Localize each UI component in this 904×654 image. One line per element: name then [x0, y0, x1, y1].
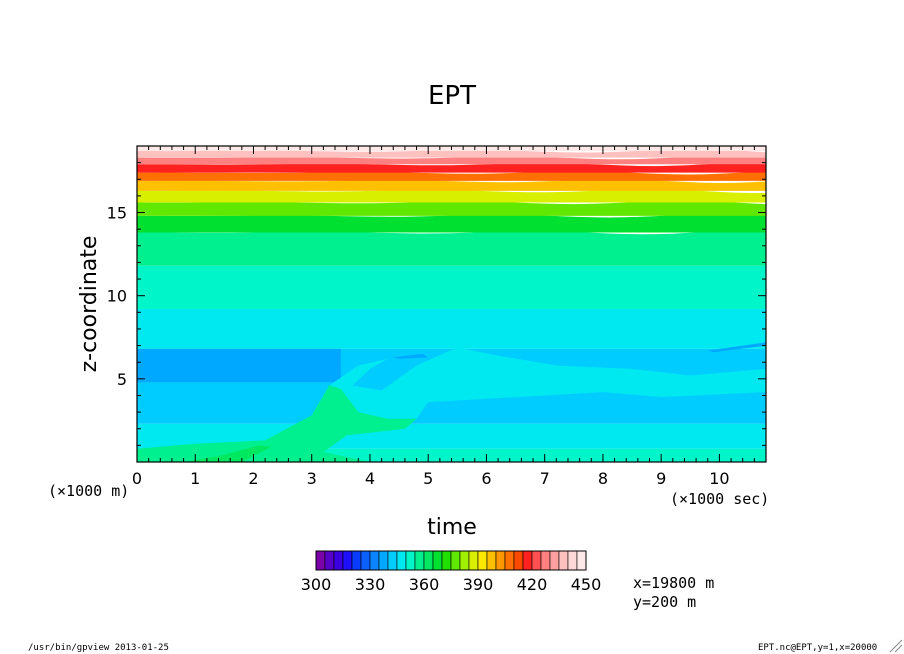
field-band: [137, 179, 766, 191]
colorbar-swatch: [459, 550, 470, 571]
colorbar-swatch: [495, 550, 506, 571]
colorbar-tick-label: 420: [517, 575, 548, 594]
colorbar-swatch: [441, 550, 452, 571]
colorbar-swatch: [558, 550, 569, 571]
colorbar-tick-labels: 300 330 360 390 420 450: [301, 575, 602, 594]
colorbar-swatch: [531, 550, 542, 571]
x-tick-label: 0: [132, 469, 142, 488]
footer-right: EPT.nc@EPT,y=1,x=20000: [758, 643, 877, 653]
field-feature: [707, 342, 766, 353]
y-scale-note: (×1000 m): [48, 482, 129, 500]
field-band: [137, 171, 766, 181]
colorbar-swatch: [504, 550, 515, 571]
resize-grip-icon[interactable]: [889, 639, 903, 653]
x-scale-note: (×1000 sec): [670, 490, 769, 508]
colorbar: [315, 550, 587, 571]
field-feature: [137, 385, 417, 462]
colorbar-swatch: [414, 550, 425, 571]
coord-y-note: y=200 m: [633, 593, 696, 611]
x-tick-label: 2: [248, 469, 258, 488]
colorbar-tick-label: 330: [355, 575, 386, 594]
field-feature: [183, 445, 271, 462]
footer-left: /usr/bin/gpview 2013-01-25: [28, 643, 169, 653]
y-tick-label: 5: [117, 370, 127, 389]
field-band: [137, 230, 766, 266]
colorbar-swatch: [423, 550, 434, 571]
colorbar-swatch: [576, 550, 587, 571]
x-tick-label: 3: [307, 469, 317, 488]
field-band: [137, 308, 766, 349]
x-tick-label: 1: [190, 469, 200, 488]
colorbar-swatch: [567, 550, 578, 571]
colorbar-swatch: [477, 550, 488, 571]
x-tick-label: 10: [709, 469, 729, 488]
field-band: [137, 200, 766, 216]
colorbar-swatch: [369, 550, 380, 571]
x-tick-label: 8: [598, 469, 608, 488]
colorbar-swatch: [387, 550, 398, 571]
y-axis-label: z-coordinate: [77, 236, 102, 373]
colorbar-swatch: [450, 550, 461, 571]
x-axis: 0 1 2 3 4 5 6 7 8 9 10: [132, 146, 767, 488]
colorbar-swatch: [432, 550, 443, 571]
colorbar-swatch: [513, 550, 524, 571]
colorbar-swatch: [333, 550, 344, 571]
colorbar-swatch: [378, 550, 389, 571]
field-feature: [393, 353, 429, 359]
colorbar-tick-label: 300: [301, 575, 332, 594]
colorbar-swatch: [324, 550, 335, 571]
colorbar-swatch: [405, 550, 416, 571]
x-tick-label: 6: [481, 469, 491, 488]
field-feature: [288, 347, 766, 451]
colorbar-swatch: [360, 550, 371, 571]
colorbar-swatch: [396, 550, 407, 571]
colorbar-tick-label: 390: [463, 575, 494, 594]
colorbar-swatch: [315, 550, 326, 571]
field-band: [137, 162, 766, 173]
x-tick-label: 9: [656, 469, 666, 488]
field-feature: [137, 348, 341, 383]
y-tick-label: 15: [107, 204, 127, 223]
colorbar-swatch: [351, 550, 362, 571]
x-axis-label: time: [427, 515, 477, 540]
colorbar-tick-label: 450: [571, 575, 602, 594]
colorbar-swatch: [522, 550, 533, 571]
y-axis: 5 10 15: [107, 145, 766, 463]
colorbar-swatch: [468, 550, 479, 571]
coord-x-note: x=19800 m: [633, 574, 714, 592]
x-tick-label: 7: [540, 469, 550, 488]
colorbar-tick-label: 360: [409, 575, 440, 594]
colorbar-swatch: [342, 550, 353, 571]
plot-area: [137, 146, 766, 462]
y-tick-label: 10: [107, 287, 127, 306]
colorbar-frame: [315, 550, 587, 571]
colorbar-swatch: [540, 550, 551, 571]
field-band: [137, 213, 766, 233]
x-tick-label: 5: [423, 469, 433, 488]
x-tick-label: 4: [365, 469, 375, 488]
field-band: [137, 149, 766, 158]
colorbar-swatch: [486, 550, 497, 571]
field-band: [137, 395, 766, 424]
field-band: [137, 265, 766, 309]
field-band: [137, 189, 766, 203]
chart-title: EPT: [428, 81, 476, 111]
field-band: [137, 155, 766, 165]
colorbar-swatch: [549, 550, 560, 571]
